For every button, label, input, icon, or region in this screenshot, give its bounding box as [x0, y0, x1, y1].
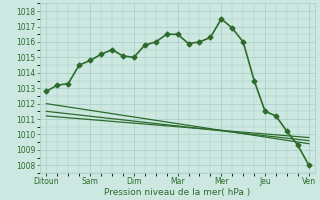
X-axis label: Pression niveau de la mer( hPa ): Pression niveau de la mer( hPa ): [104, 188, 251, 197]
